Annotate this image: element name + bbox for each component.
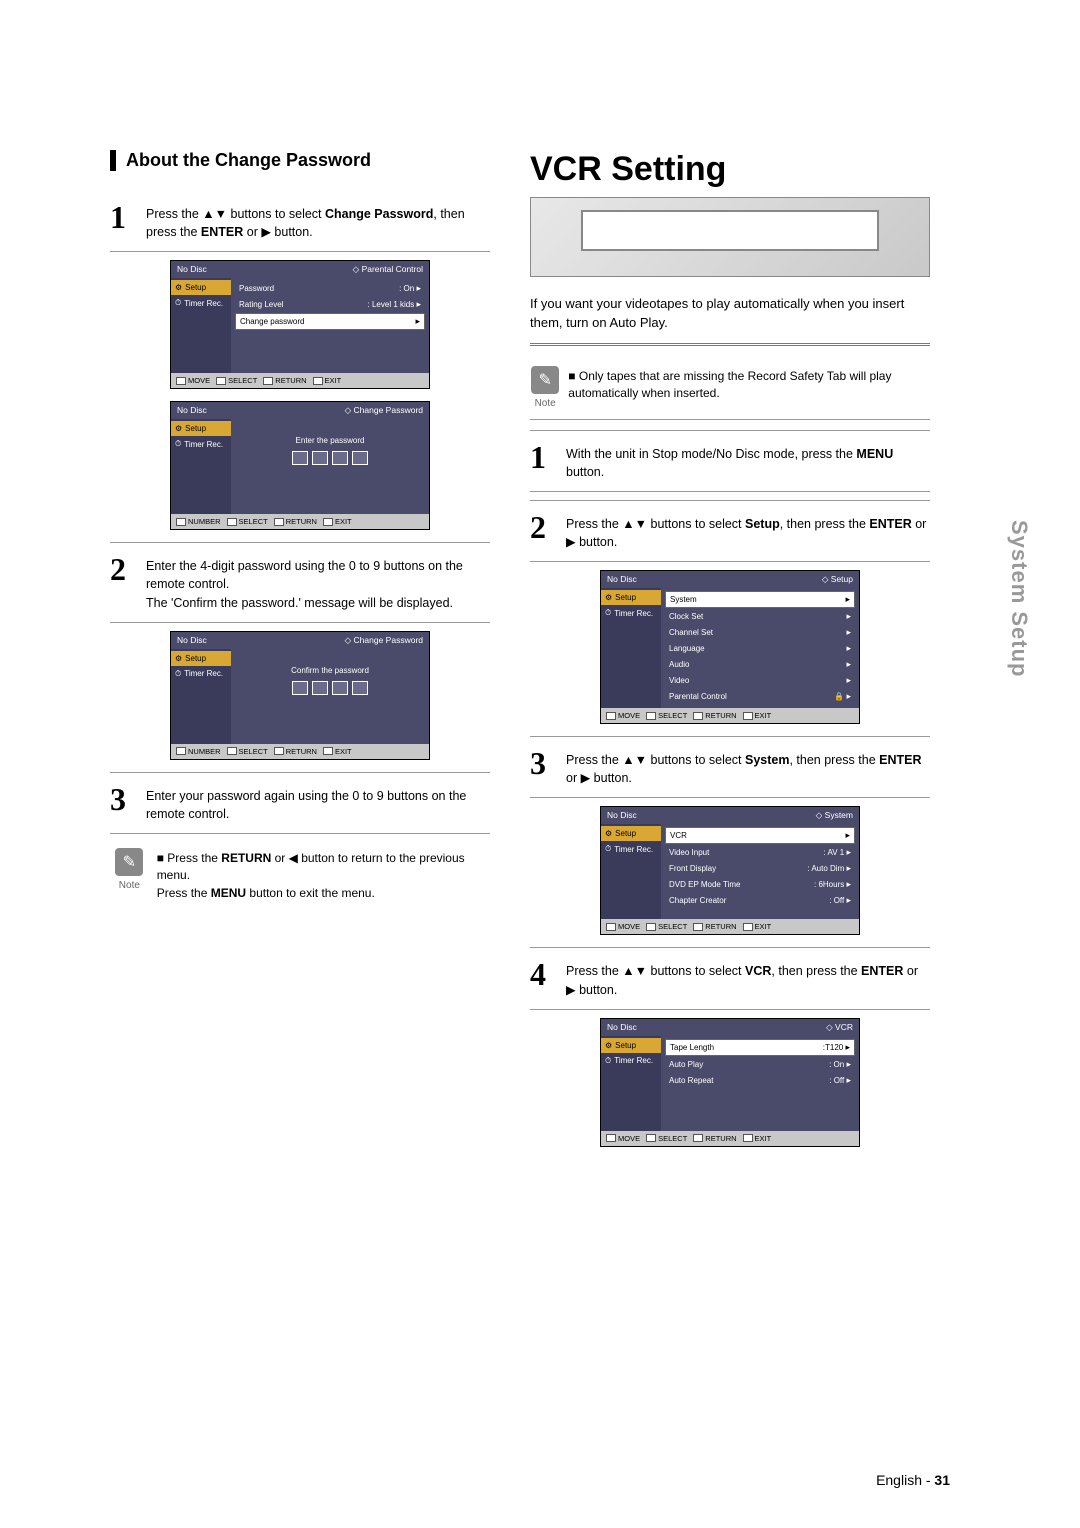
osd-sidebar: ⚙Setup ⏱Timer Rec. xyxy=(171,278,231,373)
osd-side-timer: ⏱Timer Rec. xyxy=(171,295,231,311)
osd-vcr: No Disc◇ VCR ⚙Setup ⏱Timer Rec. Tape Len… xyxy=(600,1018,860,1147)
right-note: ✎ Note ■ Only tapes that are missing the… xyxy=(530,360,930,420)
teal-divider xyxy=(530,343,930,346)
page-number: English - 31 xyxy=(876,1472,950,1488)
left-column: About the Change Password 1 Press the ▲▼… xyxy=(110,150,490,1159)
right-step-4: 4 Press the ▲▼ buttons to select VCR, th… xyxy=(530,947,930,1009)
left-step-2: 2 Enter the 4-digit password using the 0… xyxy=(110,542,490,622)
right-step-2: 2 Press the ▲▼ buttons to select Setup, … xyxy=(530,500,930,562)
osd-title-right: ◇ Parental Control xyxy=(353,264,423,275)
left-note: ✎ Note ■ Press the RETURN or ◀ button to… xyxy=(110,842,490,912)
osd-title-left: No Disc xyxy=(177,264,207,275)
osd-system: No Disc◇ System ⚙Setup ⏱Timer Rec. VCR▸ … xyxy=(600,806,860,935)
osd-confirm-password: No Disc ◇ Change Password ⚙Setup ⏱Timer … xyxy=(170,631,430,760)
osd-main: Password: On ▸ Rating Level: Level 1 kid… xyxy=(231,278,429,373)
note-icon: ✎ xyxy=(115,848,143,876)
osd-parental-control: No Disc ◇ Parental Control ⚙Setup ⏱Timer… xyxy=(170,260,430,389)
left-step-3: 3 Enter your password again using the 0 … xyxy=(110,772,490,834)
step-number: 1 xyxy=(110,201,138,233)
osd-setup: No Disc◇ Setup ⚙Setup ⏱Timer Rec. System… xyxy=(600,570,860,724)
page-content: About the Change Password 1 Press the ▲▼… xyxy=(110,150,970,1159)
tape-illustration xyxy=(530,197,930,277)
step-text: Press the ▲▼ buttons to select Change Pa… xyxy=(146,201,490,241)
left-heading: About the Change Password xyxy=(110,150,490,171)
osd-enter-password: No Disc ◇ Change Password ⚙Setup ⏱Timer … xyxy=(170,401,430,530)
vcr-setting-title: VCR Setting xyxy=(530,150,930,189)
right-step-3: 3 Press the ▲▼ buttons to select System,… xyxy=(530,736,930,798)
right-column: VCR Setting If you want your videotapes … xyxy=(530,150,930,1159)
side-label: System Setup xyxy=(1006,520,1032,678)
osd-side-setup: ⚙Setup xyxy=(171,280,231,295)
left-step-1: 1 Press the ▲▼ buttons to select Change … xyxy=(110,191,490,252)
note-icon: ✎ xyxy=(531,366,559,394)
osd-footer: MOVE SELECT RETURN EXIT xyxy=(171,373,429,388)
right-step-1: 1 With the unit in Stop mode/No Disc mod… xyxy=(530,430,930,492)
intro-text: If you want your videotapes to play auto… xyxy=(530,291,930,333)
password-boxes xyxy=(235,451,425,465)
